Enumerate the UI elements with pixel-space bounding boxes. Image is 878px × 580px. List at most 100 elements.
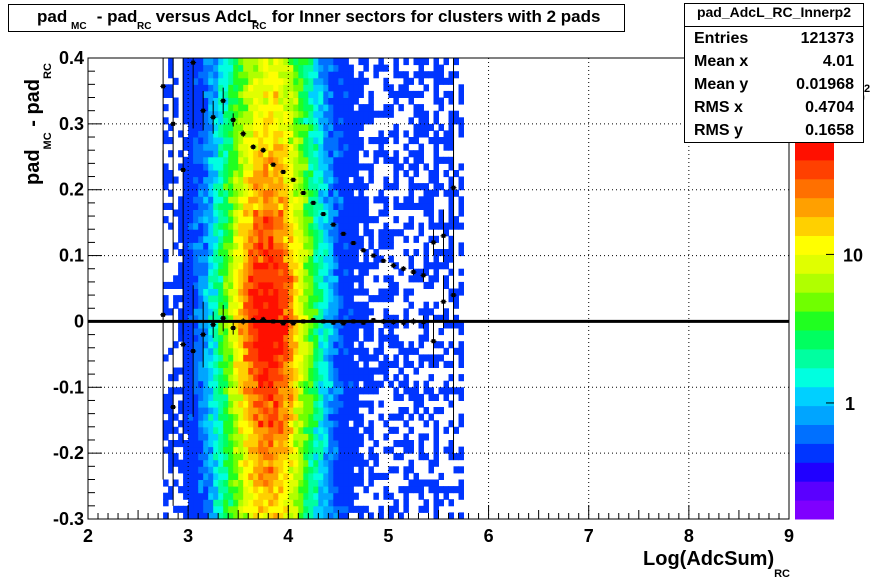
heatmap-cell [268,64,274,72]
heatmap-cell [208,466,214,474]
heatmap-cell [183,288,189,296]
heatmap-cell [308,505,314,513]
heatmap-cell [358,440,364,448]
heatmap-cell [398,380,404,388]
heatmap-cell [348,216,354,224]
heatmap-cell [223,466,229,474]
stats-histogram-name: pad_AdcL_RC_Innerp2 [685,4,863,27]
point-marker [381,319,386,324]
heatmap-cell [248,90,254,98]
heatmap-cell [233,295,239,303]
heatmap-cell [273,413,279,421]
heatmap-cell [243,71,249,79]
heatmap-cell [198,143,204,151]
heatmap-cell [178,314,184,322]
heatmap-cell [253,268,259,276]
heatmap-cell [238,58,244,66]
heatmap-cell [313,268,319,276]
heatmap-cell [333,433,339,441]
heatmap-cell [283,268,289,276]
heatmap-cell [283,71,289,79]
heatmap-cell [263,90,269,98]
heatmap-cell [308,393,314,401]
heatmap-cell [388,242,394,250]
heatmap-cell [308,295,314,303]
heatmap-cell [328,58,334,66]
heatmap-cell [383,229,389,237]
heatmap-cell [303,446,309,454]
heatmap-cell [313,347,319,355]
heatmap-cell [353,314,359,322]
heatmap-cell [228,170,234,178]
heatmap-cell [433,420,439,428]
heatmap-cell [178,308,184,316]
heatmap-cell [183,380,189,388]
heatmap-cell [328,196,334,204]
heatmap-cell [328,367,334,375]
heatmap-cell [373,275,379,283]
heatmap-cell [348,71,354,79]
heatmap-cell [448,446,454,454]
heatmap-cell [333,150,339,158]
heatmap-cell [318,216,324,224]
heatmap-cell [318,295,324,303]
heatmap-cell [338,209,344,217]
heatmap-cell [373,380,379,388]
heatmap-cell [308,130,314,138]
heatmap-cell [313,255,319,263]
heatmap-cell [218,281,224,289]
heatmap-cell [208,426,214,434]
heatmap-cell [258,110,264,118]
heatmap-cell [413,123,419,131]
heatmap-cell [253,150,259,158]
point-marker [221,98,226,103]
heatmap-cell [268,249,274,257]
heatmap-cell [233,420,239,428]
heatmap-cell [323,413,329,421]
heatmap-cell [458,90,464,98]
heatmap-cell [203,393,209,401]
heatmap-cell [418,202,424,210]
heatmap-cell [288,459,294,467]
heatmap-cell [238,314,244,322]
heatmap-cell [208,288,214,296]
heatmap-cell [393,130,399,138]
heatmap-cell [323,512,329,520]
heatmap-cell [358,354,364,362]
heatmap-cell [258,393,264,401]
heatmap-cell [198,393,204,401]
heatmap-cell [278,110,284,118]
heatmap-cell [198,380,204,388]
palette-swatch [795,386,834,407]
heatmap-cell [223,393,229,401]
heatmap-cell [218,156,224,164]
heatmap-cell [223,308,229,316]
heatmap-cell [183,505,189,513]
heatmap-cell [353,479,359,487]
heatmap-cell [273,143,279,151]
heatmap-cell [453,216,459,224]
heatmap-cell [278,512,284,520]
heatmap-cell [323,505,329,513]
heatmap-cell [393,393,399,401]
heatmap-cell [263,459,269,467]
heatmap-cell [168,387,174,395]
heatmap-cell [243,90,249,98]
heatmap-cell [193,170,199,178]
heatmap-cell [163,433,169,441]
heatmap-cell [273,433,279,441]
heatmap-cell [293,387,299,395]
heatmap-cell [168,440,174,448]
point-marker [401,320,406,325]
heatmap-cell [383,354,389,362]
heatmap-cell [438,486,444,494]
heatmap-cell [388,334,394,342]
heatmap-cell [268,347,274,355]
heatmap-cell [193,413,199,421]
heatmap-cell [348,347,354,355]
heatmap-cell [298,499,304,507]
heatmap-cell [188,334,194,342]
heatmap-cell [403,84,409,92]
heatmap-cell [278,433,284,441]
heatmap-cell [263,295,269,303]
